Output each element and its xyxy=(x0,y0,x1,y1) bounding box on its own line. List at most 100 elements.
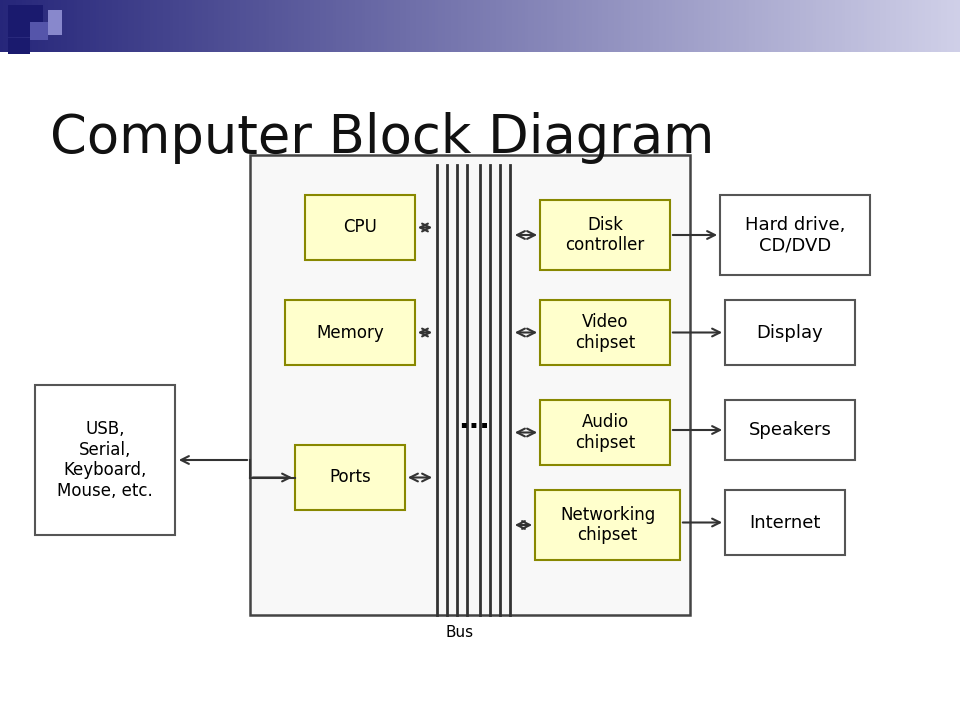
Bar xyxy=(295,445,405,510)
Bar xyxy=(314,0,317,52)
Bar xyxy=(96,0,99,52)
Bar xyxy=(250,0,252,52)
Bar xyxy=(896,0,900,52)
Text: ...: ... xyxy=(458,406,490,434)
Bar xyxy=(845,0,848,52)
Bar xyxy=(583,0,586,52)
Bar xyxy=(819,0,823,52)
Bar xyxy=(256,0,259,52)
Bar xyxy=(656,0,660,52)
Bar xyxy=(305,195,415,260)
Bar xyxy=(794,0,797,52)
Bar xyxy=(192,0,195,52)
Bar xyxy=(854,0,857,52)
Bar xyxy=(396,0,400,52)
Bar xyxy=(528,0,531,52)
Bar xyxy=(118,0,122,52)
Bar xyxy=(355,0,358,52)
Bar xyxy=(823,0,826,52)
Bar xyxy=(483,0,487,52)
Bar xyxy=(643,0,646,52)
Bar xyxy=(576,0,579,52)
Bar xyxy=(326,0,329,52)
Bar xyxy=(720,195,870,275)
Bar xyxy=(588,0,592,52)
Bar xyxy=(627,0,631,52)
Bar xyxy=(660,0,662,52)
Bar xyxy=(797,0,800,52)
Bar xyxy=(871,0,874,52)
Bar xyxy=(151,0,154,52)
Bar xyxy=(208,0,211,52)
Bar xyxy=(554,0,557,52)
Bar xyxy=(8,5,43,37)
Bar xyxy=(758,0,761,52)
Bar xyxy=(787,0,790,52)
Bar xyxy=(631,0,634,52)
Bar xyxy=(602,0,605,52)
Bar xyxy=(442,0,444,52)
Bar xyxy=(886,0,890,52)
Bar xyxy=(346,0,348,52)
Bar xyxy=(828,0,832,52)
Bar xyxy=(538,0,540,52)
Bar xyxy=(662,0,665,52)
Bar xyxy=(605,0,608,52)
Bar xyxy=(835,0,838,52)
Bar xyxy=(509,0,512,52)
Bar xyxy=(374,0,377,52)
Bar xyxy=(525,0,528,52)
Bar xyxy=(922,0,924,52)
Bar xyxy=(614,0,617,52)
Bar xyxy=(547,0,550,52)
Bar xyxy=(38,0,41,52)
Bar xyxy=(221,0,224,52)
Bar xyxy=(915,0,919,52)
Bar xyxy=(550,0,554,52)
Bar xyxy=(732,0,736,52)
Bar xyxy=(259,0,262,52)
Bar xyxy=(934,0,938,52)
Bar xyxy=(876,0,880,52)
Bar xyxy=(867,0,871,52)
Bar xyxy=(224,0,228,52)
Bar xyxy=(291,0,295,52)
Text: Computer Block Diagram: Computer Block Diagram xyxy=(50,112,714,164)
Bar xyxy=(540,0,544,52)
Bar xyxy=(521,0,525,52)
Bar xyxy=(902,0,905,52)
Bar xyxy=(612,0,614,52)
Bar xyxy=(502,0,506,52)
Bar xyxy=(288,0,291,52)
Bar xyxy=(496,0,499,52)
Bar xyxy=(3,0,7,52)
Bar xyxy=(141,0,144,52)
Bar xyxy=(12,0,16,52)
Bar xyxy=(544,0,547,52)
Bar xyxy=(339,0,343,52)
Bar xyxy=(230,0,233,52)
Bar xyxy=(665,0,669,52)
Bar xyxy=(451,0,454,52)
Bar xyxy=(790,0,794,52)
Bar xyxy=(67,0,70,52)
Bar xyxy=(32,0,36,52)
Bar xyxy=(170,0,173,52)
Bar xyxy=(535,490,680,560)
Bar xyxy=(185,0,189,52)
Bar xyxy=(592,0,595,52)
Bar xyxy=(775,0,778,52)
Bar xyxy=(48,10,62,35)
Bar xyxy=(166,0,170,52)
Bar xyxy=(650,0,653,52)
Bar xyxy=(928,0,931,52)
Bar xyxy=(333,0,336,52)
Bar xyxy=(948,0,950,52)
Bar xyxy=(387,0,391,52)
Bar xyxy=(422,0,425,52)
Text: Internet: Internet xyxy=(750,513,821,531)
Bar xyxy=(448,0,451,52)
Bar xyxy=(771,0,775,52)
Bar xyxy=(564,0,566,52)
Bar xyxy=(348,0,352,52)
